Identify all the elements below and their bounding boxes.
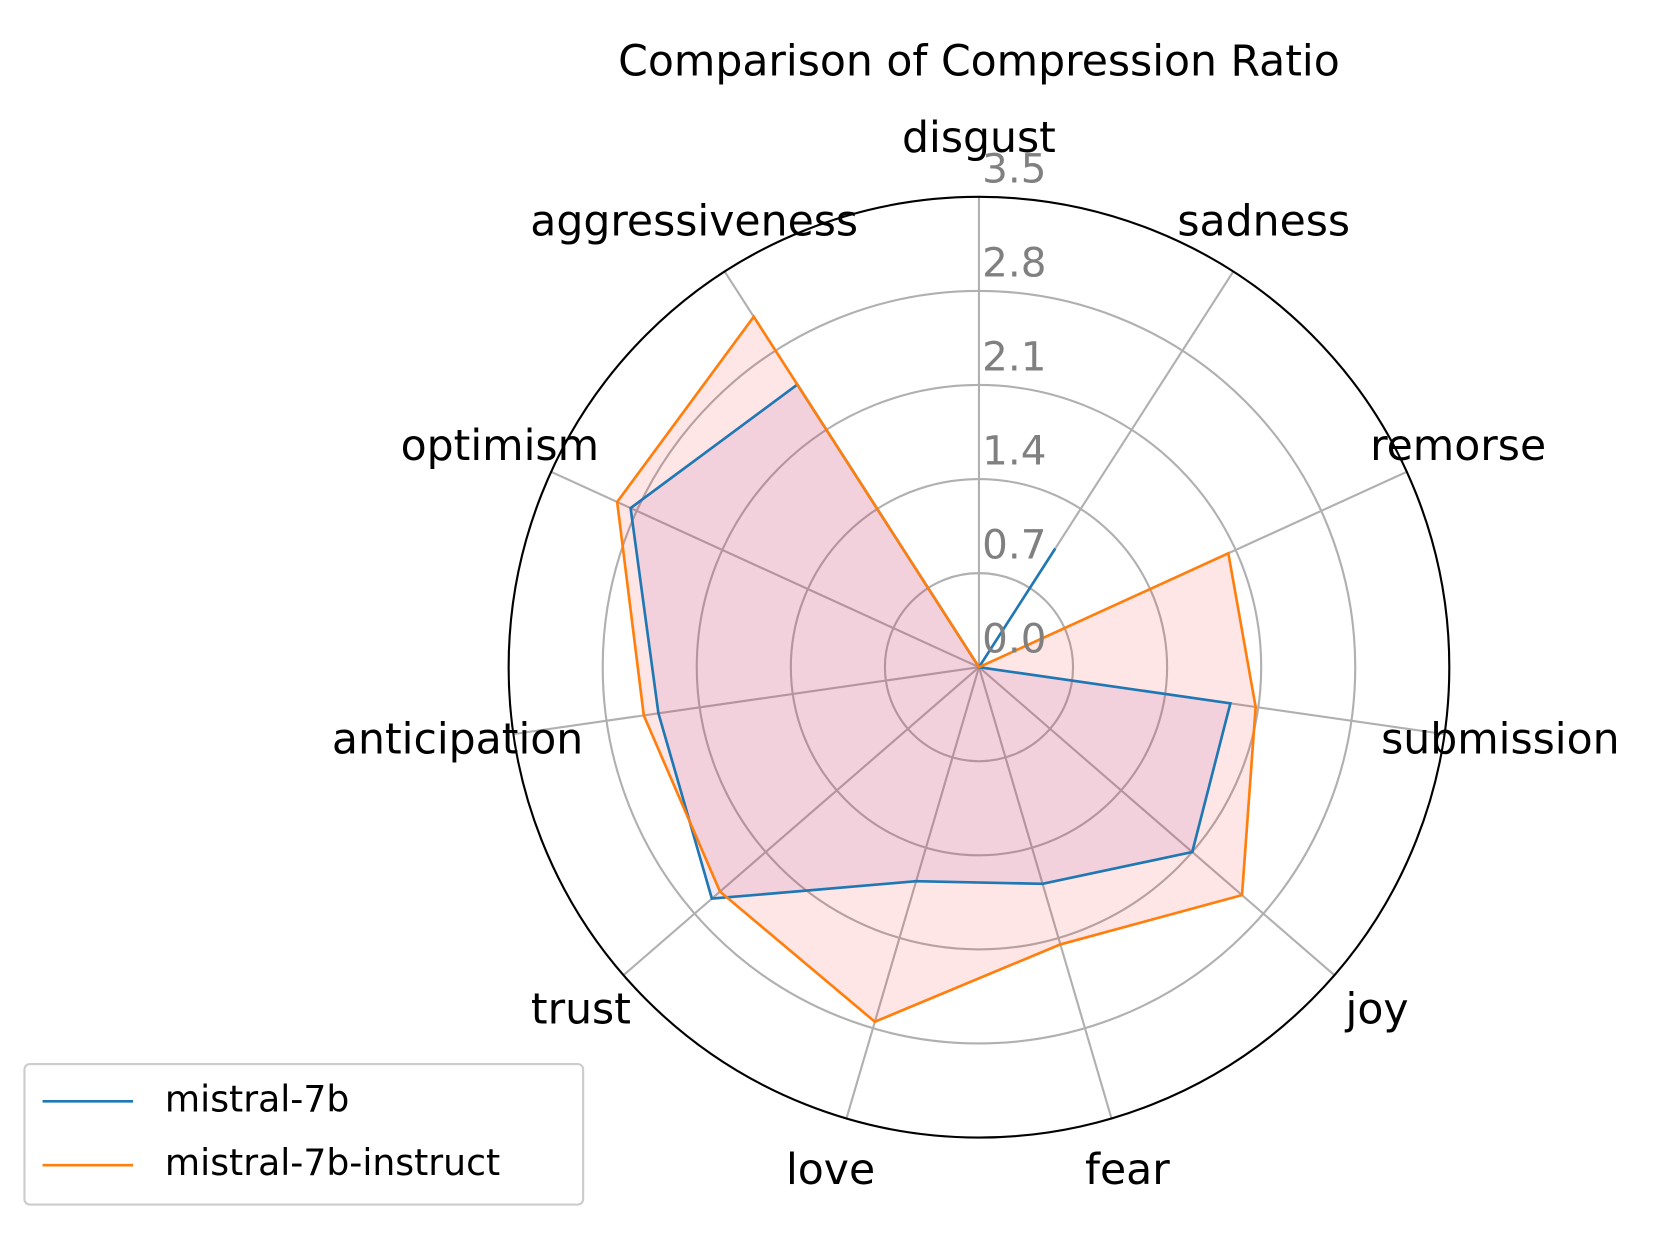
category-label: love <box>786 1145 875 1195</box>
spoke <box>513 666 980 736</box>
category-label: optimism <box>401 421 599 471</box>
legend-label: mistral-7b-instruct <box>165 1141 500 1184</box>
r-tick-label: 1.4 <box>982 427 1046 475</box>
chart-title: Comparison of Compression Ratio <box>618 36 1340 86</box>
series-area <box>617 316 1256 1022</box>
series-line <box>615 314 1257 1024</box>
category-label: anticipation <box>332 715 583 765</box>
spoke <box>845 666 980 1119</box>
r-tick-label: 2.8 <box>982 238 1046 286</box>
legend: mistral-7b mistral-7b-instruct <box>23 1063 585 1206</box>
category-label: fear <box>1085 1145 1170 1195</box>
r-tick-label: 0.7 <box>982 521 1046 569</box>
category-label: submission <box>1381 715 1620 765</box>
series-area <box>630 384 1231 899</box>
r-tick-label: 3.5 <box>982 144 1046 192</box>
category-label: trust <box>531 985 631 1035</box>
r-tick-label: 0.0 <box>982 615 1046 663</box>
spoke <box>977 666 1113 1119</box>
r-tick-label: 2.1 <box>982 332 1046 380</box>
category-label: sadness <box>1177 197 1350 247</box>
legend-label: mistral-7b <box>165 1077 349 1120</box>
category-label: remorse <box>1370 421 1546 471</box>
category-label: aggressiveness <box>530 197 858 247</box>
spoke <box>550 470 980 669</box>
outer-frame <box>507 195 1451 1139</box>
series-line <box>629 382 1233 901</box>
category-label: disgust <box>902 113 1056 163</box>
spoke <box>622 666 980 976</box>
spoke <box>978 666 1336 976</box>
legend-box <box>23 1063 585 1206</box>
category-label: joy <box>1345 985 1409 1035</box>
